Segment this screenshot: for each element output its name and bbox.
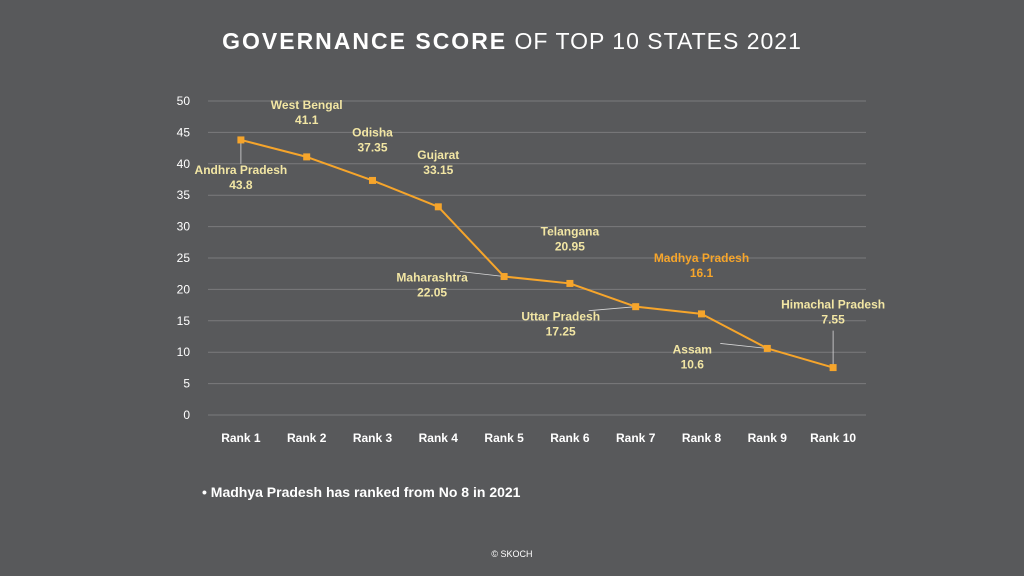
x-tick-label: Rank 2 [287, 431, 327, 445]
point-value-label: 20.95 [555, 239, 585, 253]
y-tick-label: 20 [177, 282, 191, 296]
data-point [369, 176, 376, 184]
point-markers [237, 136, 837, 372]
point-value-label: 16.1 [690, 266, 714, 280]
title-bold: GOVERNANCE SCORE [222, 28, 508, 54]
leader-line [460, 271, 505, 277]
series-line-path [240, 138, 834, 369]
x-tick-label: Rank 10 [810, 431, 856, 445]
x-tick-label: Rank 3 [353, 431, 393, 445]
data-point [500, 273, 508, 281]
point-value-label: 41.1 [295, 113, 319, 127]
x-tick-label: Rank 9 [748, 431, 788, 445]
point-name-label: Assam [673, 342, 712, 356]
point-value-label: 33.15 [423, 163, 453, 177]
point-name-label: Himachal Pradesh [781, 298, 885, 312]
y-tick-label: 30 [177, 220, 191, 234]
data-point [829, 364, 837, 372]
data-point [434, 203, 442, 211]
point-value-label: 10.6 [681, 357, 705, 371]
y-tick-label: 10 [177, 345, 191, 359]
data-point [303, 153, 311, 161]
y-tick-label: 45 [177, 125, 191, 139]
point-name-label: Andhra Pradesh [195, 163, 288, 177]
y-tick-label: 0 [183, 408, 190, 422]
point-value-label: 37.35 [357, 140, 387, 154]
x-tick-label: Rank 6 [550, 431, 590, 445]
leader-line [588, 306, 636, 312]
y-axis-ticks: 0 5 10 15 20 25 30 35 40 45 50 [177, 94, 191, 422]
x-tick-label: Rank 5 [484, 431, 524, 445]
leader-line [720, 343, 768, 349]
x-tick-label: Rank 7 [616, 431, 656, 445]
data-point [566, 279, 574, 287]
x-tick-label: Rank 1 [221, 431, 261, 445]
x-tick-label: Rank 8 [682, 431, 722, 445]
point-name-label: Odisha [352, 125, 393, 139]
y-tick-label: 25 [177, 251, 191, 265]
point-value-label: 43.8 [229, 178, 253, 192]
leader-lines [240, 139, 834, 368]
data-point [632, 303, 640, 311]
chart-title: GOVERNANCE SCORE OF TOP 10 STATES 2021 [0, 28, 1024, 55]
y-tick-label: 50 [177, 94, 191, 108]
y-tick-label: 35 [177, 188, 191, 202]
point-name-label: Telangana [541, 224, 600, 238]
point-name-label: Maharashtra [396, 271, 468, 285]
data-point [698, 310, 705, 318]
point-value-label: 17.25 [546, 325, 576, 339]
title-rest: OF TOP 10 STATES 2021 [514, 28, 802, 54]
point-value-label: 22.05 [417, 286, 447, 300]
point-name-label: Gujarat [417, 148, 459, 162]
point-value-label: 7.55 [821, 313, 845, 327]
y-tick-label: 15 [177, 314, 191, 328]
series-line [240, 138, 834, 369]
copyright: © SKOCH [491, 549, 533, 559]
data-point [763, 344, 771, 352]
footnote: • Madhya Pradesh has ranked from No 8 in… [202, 484, 521, 500]
grid-lines [208, 100, 866, 416]
point-name-label: West Bengal [271, 98, 343, 112]
point-name-label: Uttar Pradesh [521, 310, 600, 324]
x-axis-ticks: Rank 1 Rank 2 Rank 3 Rank 4 Rank 5 Rank 6 Rank… [221, 431, 856, 445]
data-point [237, 136, 245, 144]
point-name-label: Madhya Pradesh [654, 251, 749, 265]
x-tick-label: Rank 4 [419, 431, 459, 445]
y-tick-label: 5 [183, 377, 190, 391]
y-tick-label: 40 [177, 157, 191, 171]
